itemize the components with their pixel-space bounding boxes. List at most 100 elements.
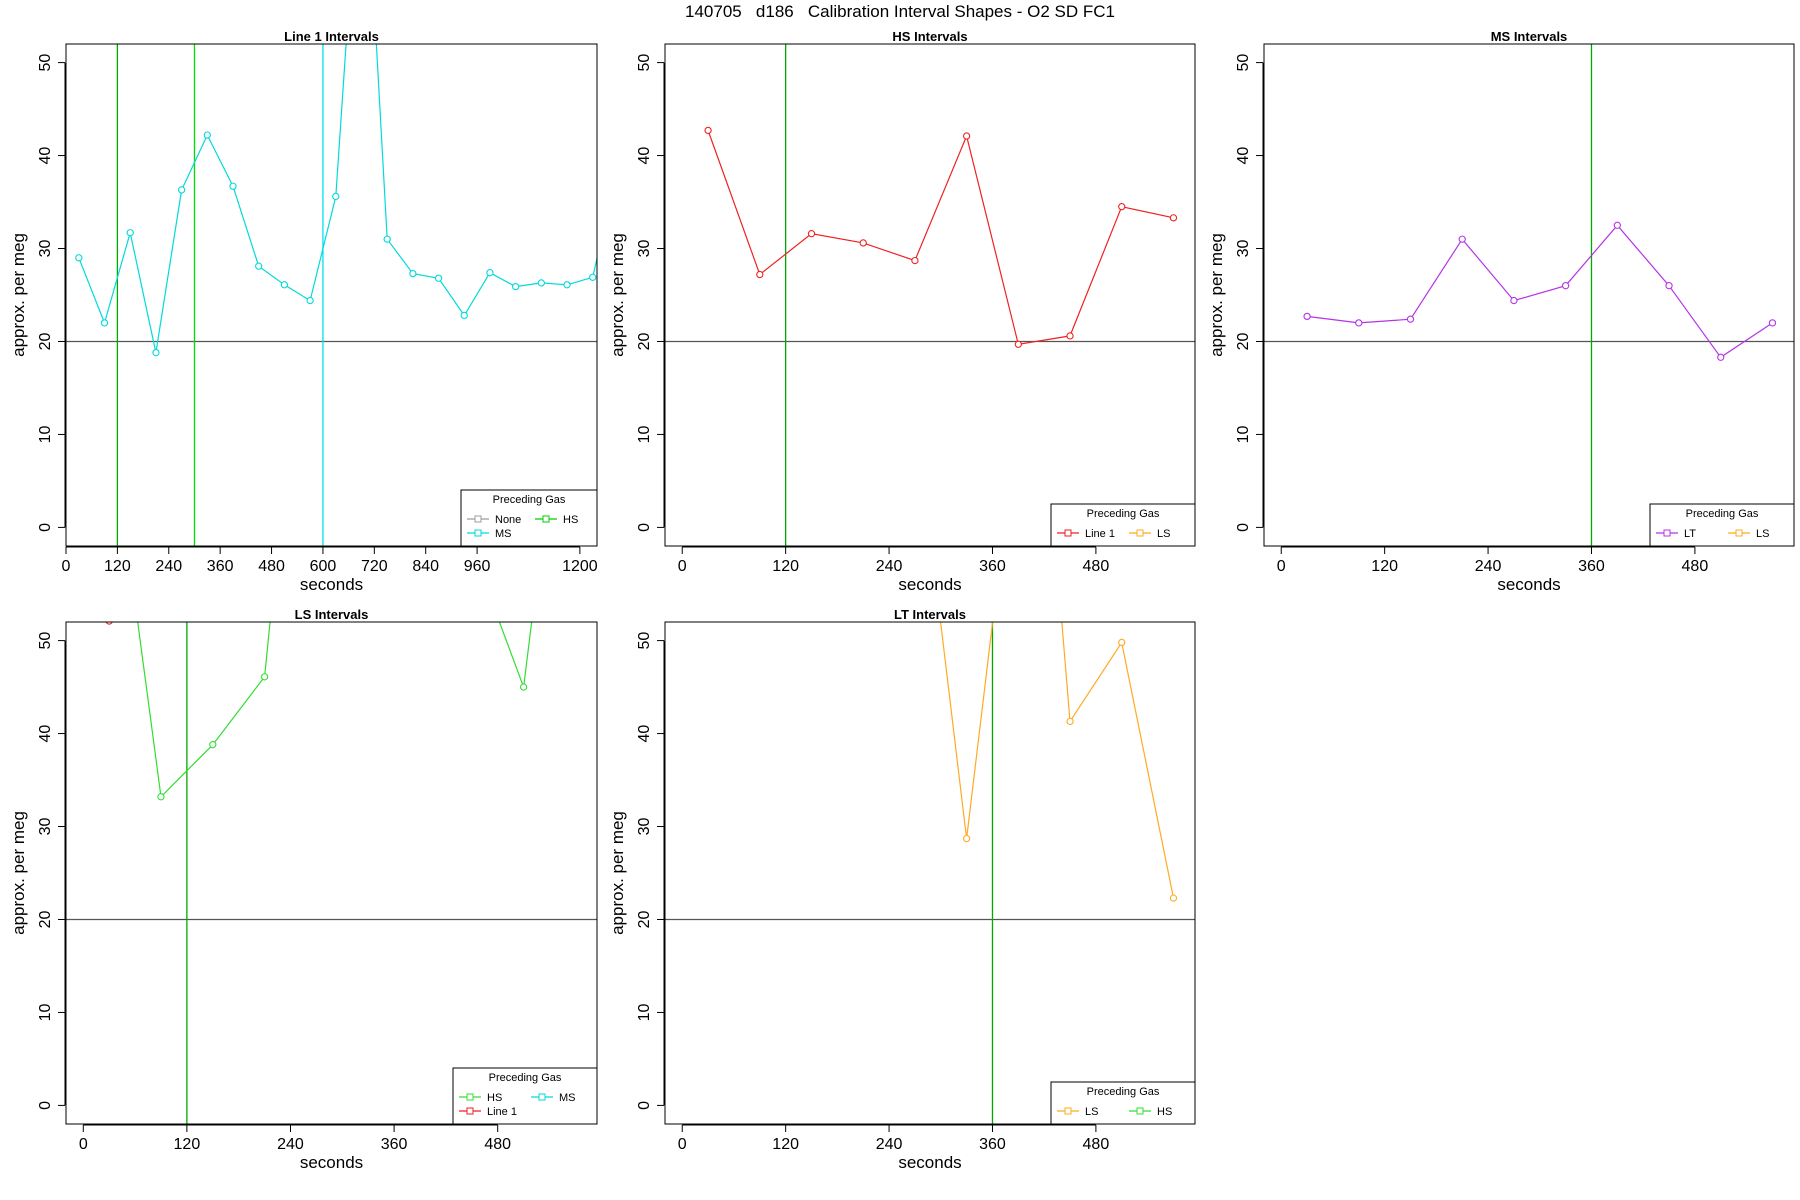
data-point xyxy=(1355,319,1363,327)
chart-title: MS Intervals xyxy=(1491,29,1568,44)
chart-panel-4: LS Intervals 0 120 240 360 480 seconds 0 10 20 30 4… xyxy=(9,607,598,1172)
legend-title: Preceding Gas xyxy=(1087,508,1160,520)
chart-panel-3: MS Intervals 0 120 240 360 480 seconds 0 10 20 30 4… xyxy=(1207,29,1795,594)
y-tick-label: 0 xyxy=(1235,523,1252,532)
data-point xyxy=(346,4,352,10)
x-tick-label: 1200 xyxy=(562,558,598,575)
legend-label: LS xyxy=(1756,528,1769,540)
series-line-1 xyxy=(939,622,1175,899)
data-point xyxy=(1510,296,1518,305)
y-axis-label: approx. per meg xyxy=(9,233,28,357)
x-tick-label: 240 xyxy=(277,1136,304,1153)
data-point xyxy=(105,622,113,625)
y-tick-label: 50 xyxy=(1235,54,1252,72)
y-tick-label: 20 xyxy=(636,332,653,350)
legend-title: Preceding Gas xyxy=(489,1072,562,1084)
legend-label: HS xyxy=(1157,1106,1172,1118)
data-point xyxy=(519,683,528,691)
legend: Preceding Gas LT LS xyxy=(1649,503,1795,547)
legend-marker xyxy=(1136,1107,1144,1115)
legend-box xyxy=(452,1067,598,1125)
legend-marker xyxy=(466,1093,474,1101)
plot-area xyxy=(66,4,597,546)
data-point xyxy=(332,192,340,201)
y-tick-label: 0 xyxy=(37,523,54,532)
x-tick-label: 480 xyxy=(1682,558,1709,575)
legend: Preceding Gas HS MS Line 1 xyxy=(452,1067,598,1125)
y-axis: 0 10 20 30 40 50 xyxy=(636,54,665,532)
x-axis: 0 120 240 360 480 xyxy=(678,1124,1109,1153)
x-tick-label: 0 xyxy=(1277,558,1286,575)
x-tick-label: 360 xyxy=(1578,558,1605,575)
y-tick-label: 30 xyxy=(636,240,653,258)
x-axis-label: seconds xyxy=(1497,575,1560,594)
chart-title: LT Intervals xyxy=(894,607,966,622)
plot-frame xyxy=(65,43,598,547)
x-axis-label: seconds xyxy=(300,575,363,594)
data-point xyxy=(859,239,867,247)
y-tick-label: 50 xyxy=(636,632,653,650)
y-axis: 0 10 20 30 40 50 xyxy=(37,632,66,1110)
legend-marker xyxy=(1735,529,1743,537)
y-tick-label: 40 xyxy=(636,725,653,743)
series-line-1 xyxy=(707,130,1174,345)
x-tick-label: 480 xyxy=(258,558,285,575)
y-tick-label: 40 xyxy=(37,725,54,743)
data-point xyxy=(1014,340,1022,348)
x-axis-label: seconds xyxy=(300,1153,363,1172)
chart-title: HS Intervals xyxy=(892,29,967,44)
x-tick-label: 120 xyxy=(772,558,799,575)
legend-box xyxy=(460,489,598,547)
y-tick-label: 40 xyxy=(636,147,653,165)
legend-marker xyxy=(1064,1107,1072,1115)
chart-title: LS Intervals xyxy=(295,607,369,622)
x-axis: 0 120 240 360 480 600 720 840 960 1200 xyxy=(62,546,598,575)
data-point xyxy=(255,262,263,270)
legend-label: HS xyxy=(487,1092,502,1104)
x-axis-label: seconds xyxy=(898,1153,961,1172)
x-tick-label: 120 xyxy=(104,558,131,575)
x-tick-label: 120 xyxy=(772,1136,799,1153)
chart-title: Line 1 Intervals xyxy=(284,29,379,44)
y-tick-label: 10 xyxy=(1235,425,1252,443)
y-tick-label: 20 xyxy=(37,910,54,928)
data-point xyxy=(434,274,443,282)
x-tick-label: 240 xyxy=(876,558,903,575)
y-tick-label: 10 xyxy=(636,425,653,443)
series-line-1 xyxy=(137,622,533,799)
y-axis: 0 10 20 30 40 50 xyxy=(636,632,665,1110)
data-point xyxy=(203,131,211,139)
legend-marker xyxy=(474,529,482,537)
x-tick-label: 360 xyxy=(207,558,234,575)
legend-box xyxy=(1050,503,1196,547)
data-point xyxy=(1561,282,1570,290)
data-point xyxy=(756,270,764,279)
plot-area xyxy=(1264,44,1794,546)
y-tick-label: 10 xyxy=(37,425,54,443)
figure-title: 140705 d186 Calibration Interval Shapes … xyxy=(685,2,1115,21)
data-point xyxy=(177,186,186,194)
y-tick-label: 10 xyxy=(37,1003,54,1021)
legend: Preceding Gas None HS MS xyxy=(460,489,598,547)
y-tick-label: 30 xyxy=(37,240,54,258)
legend: Preceding Gas Line 1 LS xyxy=(1050,503,1196,547)
legend-marker xyxy=(1136,529,1144,537)
legend-box xyxy=(1649,503,1795,547)
data-point xyxy=(1665,282,1673,290)
x-tick-label: 0 xyxy=(62,558,71,575)
data-point xyxy=(1169,894,1178,902)
y-axis-label: approx. per meg xyxy=(9,811,28,935)
legend-label: HS xyxy=(563,514,578,526)
plot-frame xyxy=(664,43,1196,547)
y-tick-label: 50 xyxy=(37,632,54,650)
data-point xyxy=(1041,405,1047,411)
legend-marker xyxy=(538,1093,546,1101)
x-tick-label: 240 xyxy=(1475,558,1502,575)
data-point xyxy=(589,273,597,281)
legend-title: Preceding Gas xyxy=(1087,1086,1160,1098)
x-tick-label: 120 xyxy=(1371,558,1398,575)
data-point xyxy=(229,182,237,190)
data-point xyxy=(486,269,494,277)
data-point xyxy=(1015,405,1021,411)
data-point xyxy=(1717,353,1725,361)
